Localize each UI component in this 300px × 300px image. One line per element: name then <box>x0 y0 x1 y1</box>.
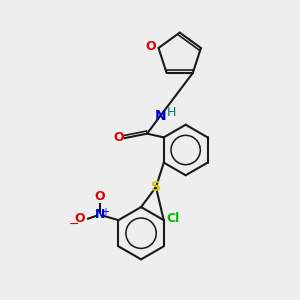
Text: +: + <box>101 207 109 217</box>
Text: O: O <box>146 40 156 53</box>
Text: N: N <box>154 109 166 123</box>
Text: S: S <box>151 180 161 194</box>
Text: H: H <box>167 106 176 119</box>
Text: N: N <box>95 208 105 221</box>
Text: O: O <box>113 131 124 144</box>
Text: Cl: Cl <box>166 212 179 225</box>
Text: O: O <box>74 212 85 225</box>
Text: −: − <box>69 218 79 230</box>
Text: O: O <box>95 190 105 203</box>
